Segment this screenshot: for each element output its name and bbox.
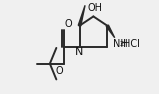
Text: 2: 2 <box>120 41 124 47</box>
Text: O: O <box>55 66 63 76</box>
Text: NH: NH <box>113 39 128 49</box>
Polygon shape <box>78 5 85 26</box>
Text: N: N <box>75 47 83 57</box>
Text: ·HCl: ·HCl <box>120 39 140 49</box>
Text: OH: OH <box>88 3 103 13</box>
Text: O: O <box>65 19 72 29</box>
Polygon shape <box>106 25 115 38</box>
